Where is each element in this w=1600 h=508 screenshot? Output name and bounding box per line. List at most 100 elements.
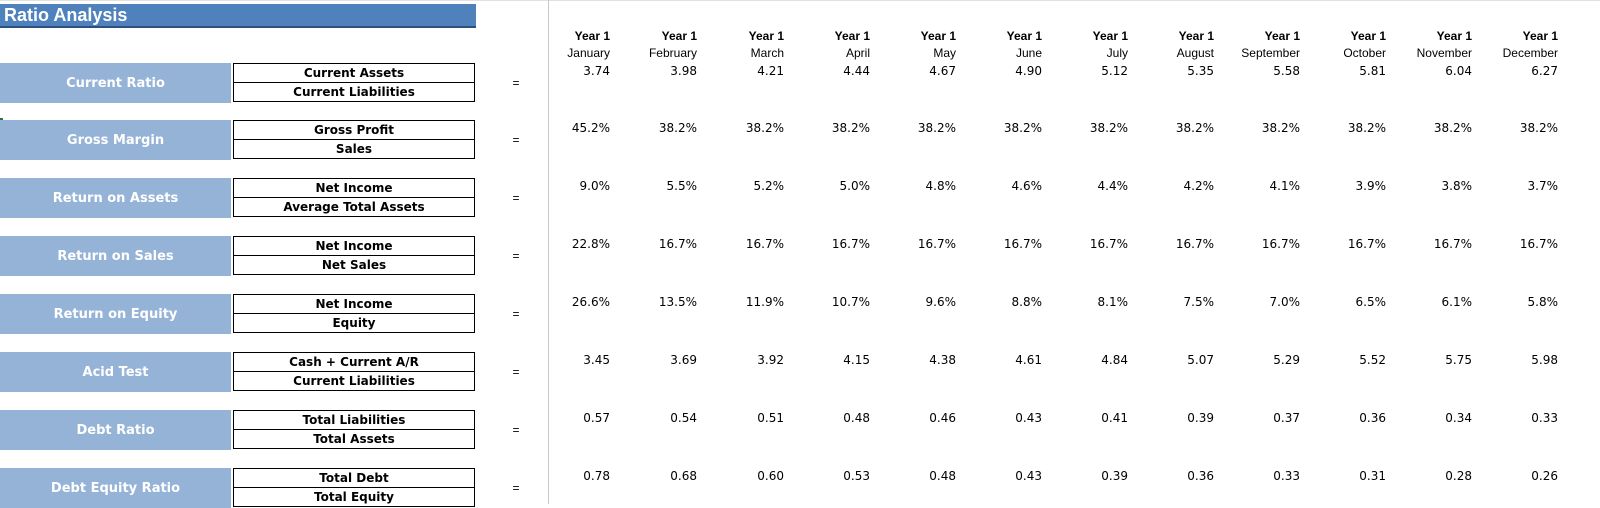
column-header[interactable]: Year 1 August: [1134, 28, 1214, 62]
value-cell[interactable]: 16.7%: [1175, 237, 1214, 251]
value-cell[interactable]: 4.67: [929, 64, 956, 78]
value-cell[interactable]: 16.7%: [658, 237, 697, 251]
numerator-cell[interactable]: Net Income: [233, 236, 475, 256]
value-cell[interactable]: 38.2%: [1089, 121, 1128, 135]
value-cell[interactable]: 0.26: [1531, 469, 1558, 483]
value-cell[interactable]: 0.33: [1273, 469, 1300, 483]
value-cell[interactable]: 3.45: [583, 353, 610, 367]
value-cell[interactable]: 38.2%: [831, 121, 870, 135]
value-cell[interactable]: 16.7%: [917, 237, 956, 251]
value-cell[interactable]: 6.5%: [1355, 295, 1387, 309]
value-cell[interactable]: 16.7%: [1347, 237, 1386, 251]
value-cell[interactable]: 0.54: [670, 411, 697, 425]
value-cell[interactable]: 3.8%: [1441, 179, 1473, 193]
value-cell[interactable]: 3.7%: [1527, 179, 1559, 193]
value-cell[interactable]: 0.33: [1531, 411, 1558, 425]
value-cell[interactable]: 5.98: [1531, 353, 1558, 367]
value-cell[interactable]: 38.2%: [1261, 121, 1300, 135]
value-cell[interactable]: 5.5%: [666, 179, 698, 193]
numerator-cell[interactable]: Net Income: [233, 178, 475, 198]
value-cell[interactable]: 5.8%: [1527, 295, 1559, 309]
value-cell[interactable]: 0.57: [583, 411, 610, 425]
denominator-cell[interactable]: Sales: [233, 139, 475, 159]
column-header[interactable]: Year 1 May: [876, 28, 956, 62]
value-cell[interactable]: 16.7%: [1003, 237, 1042, 251]
value-cell[interactable]: 0.43: [1015, 469, 1042, 483]
ratio-label[interactable]: Debt Equity Ratio: [0, 468, 231, 508]
value-cell[interactable]: 0.37: [1273, 411, 1300, 425]
ratio-label[interactable]: Acid Test: [0, 352, 231, 392]
value-cell[interactable]: 9.0%: [579, 179, 611, 193]
value-cell[interactable]: 4.2%: [1183, 179, 1215, 193]
ratio-label[interactable]: Gross Margin: [0, 120, 231, 160]
denominator-cell[interactable]: Net Sales: [233, 255, 475, 275]
value-cell[interactable]: 38.2%: [1347, 121, 1386, 135]
value-cell[interactable]: 0.68: [670, 469, 697, 483]
value-cell[interactable]: 11.9%: [745, 295, 784, 309]
value-cell[interactable]: 8.8%: [1011, 295, 1043, 309]
column-header[interactable]: Year 1 April: [790, 28, 870, 62]
value-cell[interactable]: 4.15: [843, 353, 870, 367]
denominator-cell[interactable]: Total Assets: [233, 429, 475, 449]
value-cell[interactable]: 6.27: [1531, 64, 1558, 78]
value-cell[interactable]: 5.81: [1359, 64, 1386, 78]
value-cell[interactable]: 0.60: [757, 469, 784, 483]
value-cell[interactable]: 4.21: [757, 64, 784, 78]
value-cell[interactable]: 16.7%: [831, 237, 870, 251]
value-cell[interactable]: 16.7%: [1519, 237, 1558, 251]
column-header[interactable]: Year 1 June: [962, 28, 1042, 62]
value-cell[interactable]: 38.2%: [1175, 121, 1214, 135]
value-cell[interactable]: 5.52: [1359, 353, 1386, 367]
numerator-cell[interactable]: Cash + Current A/R: [233, 352, 475, 372]
value-cell[interactable]: 5.58: [1273, 64, 1300, 78]
value-cell[interactable]: 5.07: [1187, 353, 1214, 367]
value-cell[interactable]: 4.84: [1101, 353, 1128, 367]
column-header[interactable]: Year 1 October: [1306, 28, 1386, 62]
value-cell[interactable]: 0.46: [929, 411, 956, 425]
column-header[interactable]: Year 1 February: [617, 28, 697, 62]
numerator-cell[interactable]: Total Liabilities: [233, 410, 475, 430]
value-cell[interactable]: 45.2%: [571, 121, 610, 135]
value-cell[interactable]: 4.6%: [1011, 179, 1043, 193]
value-cell[interactable]: 3.9%: [1355, 179, 1387, 193]
value-cell[interactable]: 0.41: [1101, 411, 1128, 425]
value-cell[interactable]: 0.39: [1187, 411, 1214, 425]
value-cell[interactable]: 9.6%: [925, 295, 957, 309]
numerator-cell[interactable]: Gross Profit: [233, 120, 475, 140]
value-cell[interactable]: 5.12: [1101, 64, 1128, 78]
value-cell[interactable]: 3.69: [670, 353, 697, 367]
value-cell[interactable]: 5.2%: [753, 179, 785, 193]
value-cell[interactable]: 5.29: [1273, 353, 1300, 367]
value-cell[interactable]: 5.0%: [839, 179, 871, 193]
ratio-label[interactable]: Debt Ratio: [0, 410, 231, 450]
column-header[interactable]: Year 1 November: [1392, 28, 1472, 62]
value-cell[interactable]: 0.78: [583, 469, 610, 483]
value-cell[interactable]: 16.7%: [1089, 237, 1128, 251]
value-cell[interactable]: 0.48: [843, 411, 870, 425]
value-cell[interactable]: 4.90: [1015, 64, 1042, 78]
numerator-cell[interactable]: Net Income: [233, 294, 475, 314]
value-cell[interactable]: 4.1%: [1269, 179, 1301, 193]
title-bar[interactable]: Ratio Analysis: [0, 4, 476, 28]
value-cell[interactable]: 4.8%: [925, 179, 957, 193]
value-cell[interactable]: 7.5%: [1183, 295, 1215, 309]
value-cell[interactable]: 0.51: [757, 411, 784, 425]
numerator-cell[interactable]: Total Debt: [233, 468, 475, 488]
value-cell[interactable]: 3.74: [583, 64, 610, 78]
value-cell[interactable]: 38.2%: [745, 121, 784, 135]
numerator-cell[interactable]: Current Assets: [233, 63, 475, 83]
value-cell[interactable]: 4.38: [929, 353, 956, 367]
value-cell[interactable]: 13.5%: [658, 295, 697, 309]
value-cell[interactable]: 4.44: [843, 64, 870, 78]
value-cell[interactable]: 22.8%: [571, 237, 610, 251]
value-cell[interactable]: 26.6%: [571, 295, 610, 309]
value-cell[interactable]: 5.75: [1445, 353, 1472, 367]
ratio-label[interactable]: Return on Assets: [0, 178, 231, 218]
value-cell[interactable]: 10.7%: [831, 295, 870, 309]
value-cell[interactable]: 0.34: [1445, 411, 1472, 425]
value-cell[interactable]: 0.28: [1445, 469, 1472, 483]
value-cell[interactable]: 38.2%: [1433, 121, 1472, 135]
value-cell[interactable]: 6.1%: [1441, 295, 1473, 309]
value-cell[interactable]: 4.4%: [1097, 179, 1129, 193]
ratio-label[interactable]: Return on Equity: [0, 294, 231, 334]
